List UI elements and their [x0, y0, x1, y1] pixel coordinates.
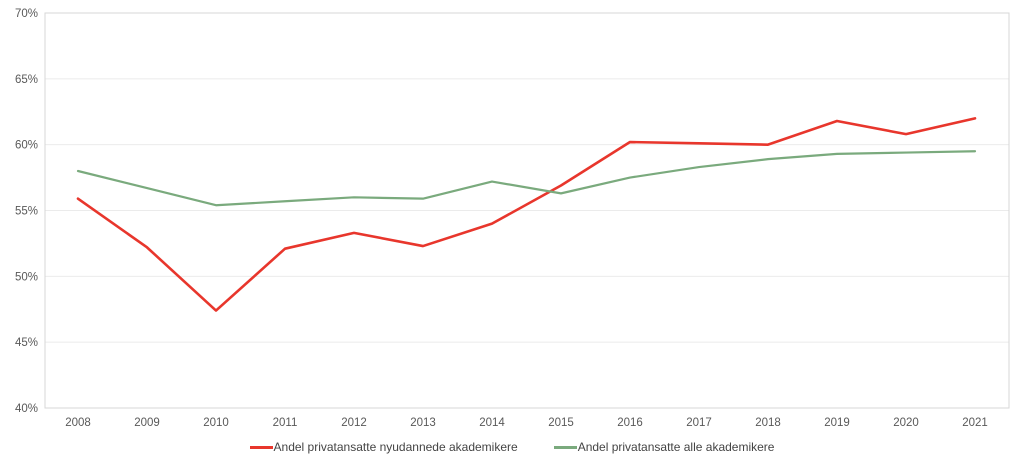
series-line-alle: [76, 150, 977, 207]
legend-item-nyudannede: Andel privatansatte nyudannede akademike…: [249, 440, 518, 455]
series-line-nyudannede: [76, 117, 977, 312]
green-line-marker-icon: [553, 446, 577, 449]
x-axis-tick-label: 2010: [203, 417, 229, 429]
legend-label: Andel privatansatte nyudannede akademike…: [273, 440, 518, 454]
x-axis-tick-label: 2020: [893, 417, 919, 429]
plot-border: [44, 12, 1010, 409]
legend-item-alle: Andel privatansatte alle akademikere: [553, 440, 775, 455]
x-axis-tick-label: 2011: [273, 417, 298, 429]
x-axis-tick-label: 2014: [479, 417, 505, 429]
x-axis-tick-label: 2021: [962, 417, 988, 429]
y-axis-tick-label: 70%: [15, 8, 38, 20]
x-axis-tick-label: 2009: [134, 417, 160, 429]
y-axis-tick-label: 45%: [15, 337, 38, 349]
x-axis-tick-label: 2019: [824, 417, 850, 429]
y-axis-tick-label: 55%: [15, 206, 38, 218]
x-axis-tick-label: 2013: [410, 417, 436, 429]
y-axis-tick-label: 50%: [15, 271, 38, 283]
x-axis-tick-label: 2015: [548, 417, 574, 429]
legend-label: Andel privatansatte alle akademikere: [577, 440, 775, 454]
x-axis-tick-label: 2008: [65, 417, 91, 429]
x-axis-tick-label: 2012: [341, 417, 367, 429]
chart-legend: Andel privatansatte nyudannede akademike…: [0, 440, 1024, 455]
x-axis-tick-label: 2016: [617, 417, 643, 429]
y-axis-tick-label: 65%: [15, 74, 38, 86]
x-axis-tick-label: 2017: [686, 417, 712, 429]
red-line-marker-icon: [249, 446, 273, 449]
y-axis-tick-label: 60%: [15, 140, 38, 152]
x-axis-tick-label: 2018: [755, 417, 781, 429]
y-axis-tick-label: 40%: [15, 403, 38, 415]
